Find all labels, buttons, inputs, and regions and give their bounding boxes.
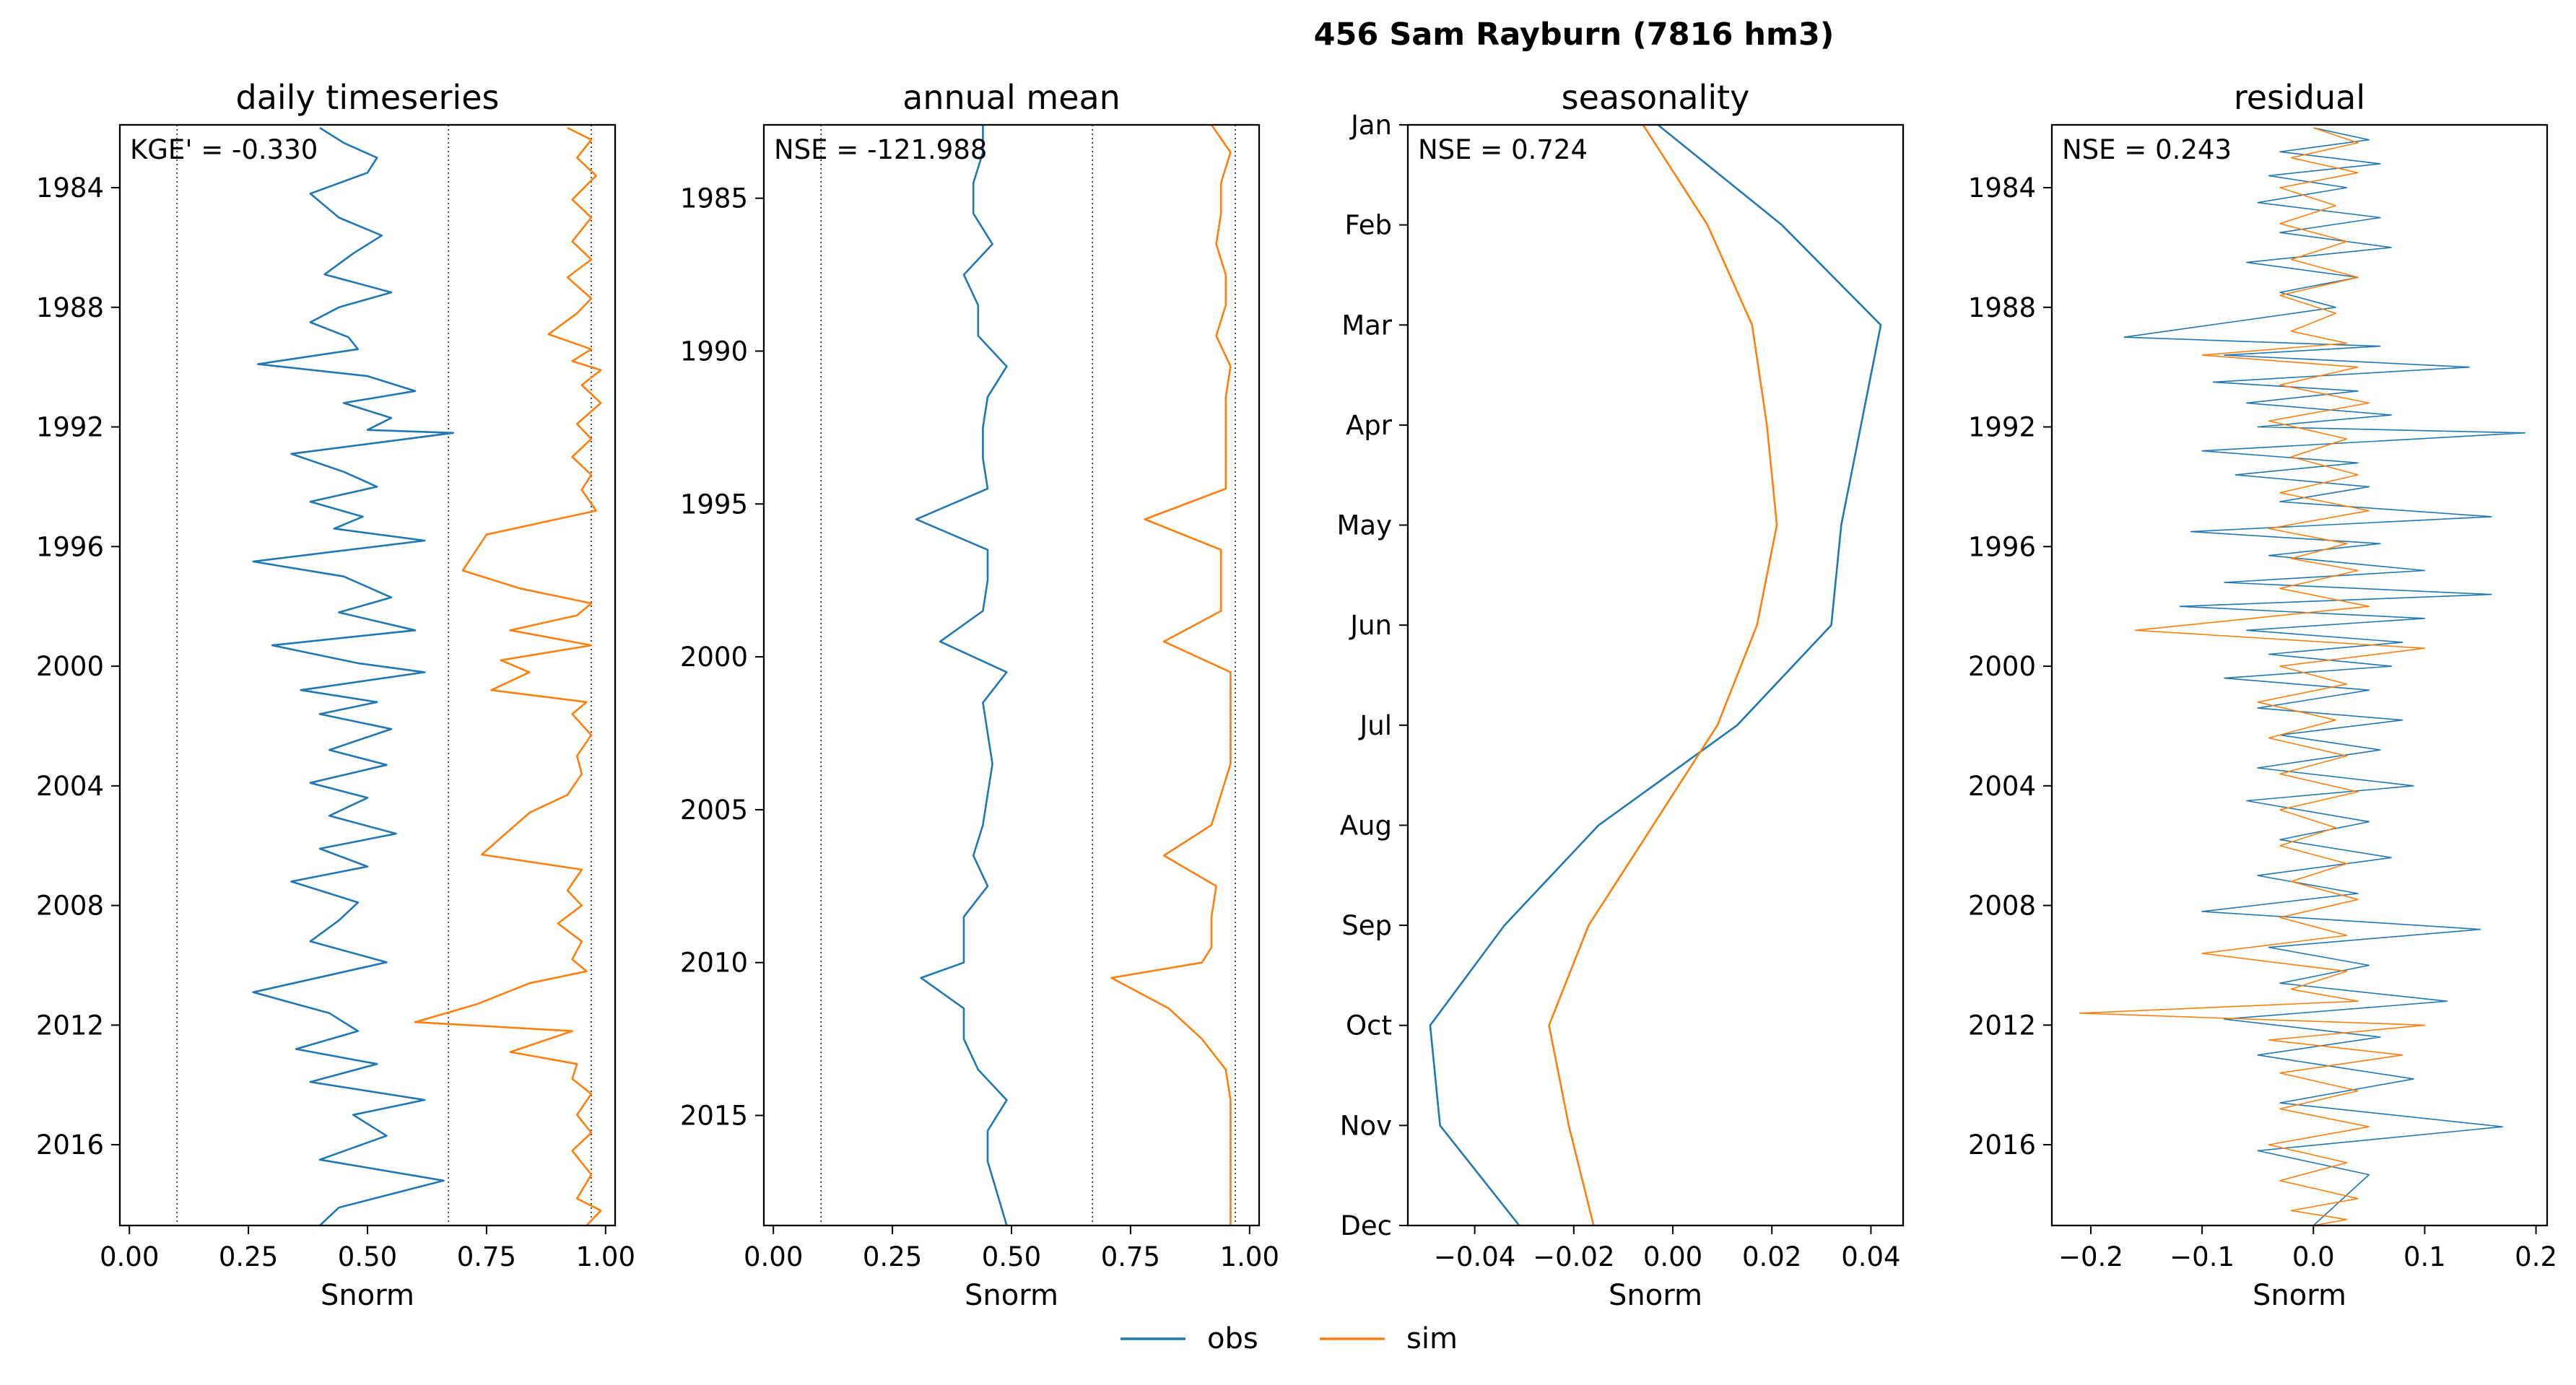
y-tick-label: Oct bbox=[1346, 1010, 1392, 1041]
series-obs bbox=[252, 127, 455, 1226]
y-tick-label: 2000 bbox=[1968, 651, 2036, 682]
metric-annotation: KGE' = -0.330 bbox=[130, 134, 318, 165]
series-sim bbox=[414, 126, 602, 1226]
y-tick-label: May bbox=[1337, 510, 1393, 541]
y-tick-label: Feb bbox=[1344, 210, 1392, 241]
metric-annotation: NSE = -121.988 bbox=[774, 134, 987, 165]
y-tick-label: 2012 bbox=[36, 1010, 104, 1041]
y-tick-label: Jan bbox=[1349, 110, 1392, 141]
y-tick-label: 2000 bbox=[680, 642, 748, 673]
panels: 0.00 0.25 0.50 0.75 1.00 1984 1988 1992 1996 2000… bbox=[36, 78, 2557, 1312]
panel-2: 0.00 0.25 0.50 0.75 1.00 1985 1990 1995 2000 2005… bbox=[680, 78, 1279, 1312]
y-tick-label: 2015 bbox=[680, 1101, 748, 1132]
series-sim bbox=[2079, 127, 2426, 1226]
x-tick-label: 0.0 bbox=[2292, 1241, 2335, 1272]
axes-frame bbox=[1406, 123, 1905, 1227]
y-tick-label: 2016 bbox=[36, 1130, 104, 1161]
x-tick-label: 0.00 bbox=[744, 1241, 803, 1272]
y-tick-label: 1985 bbox=[680, 183, 748, 214]
legend: obs sim bbox=[1121, 1322, 1458, 1355]
y-tick-label: 2008 bbox=[1968, 891, 2036, 922]
y-tick-label: 1988 bbox=[1968, 292, 2036, 323]
y-tick-label: Apr bbox=[1346, 410, 1393, 441]
y-tick-label: 2000 bbox=[36, 651, 104, 682]
y-tick-label: 2005 bbox=[680, 795, 748, 826]
legend-obs-label: obs bbox=[1207, 1322, 1258, 1355]
axes-frame bbox=[2050, 123, 2549, 1227]
y-tick-label: Nov bbox=[1340, 1110, 1392, 1141]
series-sim bbox=[1110, 124, 1232, 1225]
x-tick-label: 0.50 bbox=[338, 1241, 397, 1272]
x-tick-label: 0.04 bbox=[1841, 1241, 1900, 1272]
panel-title: daily timeseries bbox=[236, 78, 500, 117]
y-tick-label: 2008 bbox=[36, 891, 104, 922]
y-tick-label: Jun bbox=[1349, 610, 1392, 641]
x-tick-label: 0.00 bbox=[100, 1241, 159, 1272]
y-tick-label: 1995 bbox=[680, 489, 748, 520]
y-tick-label: 2016 bbox=[1968, 1130, 2036, 1161]
y-tick-label: 1996 bbox=[36, 531, 104, 562]
metric-annotation: NSE = 0.724 bbox=[1418, 134, 1588, 165]
metric-annotation: NSE = 0.243 bbox=[2062, 134, 2232, 165]
y-tick-label: 2004 bbox=[36, 771, 104, 802]
series-obs bbox=[915, 125, 1008, 1226]
x-axis-label: Snorm bbox=[321, 1279, 414, 1312]
panel-title: residual bbox=[2234, 78, 2365, 117]
figure-suptitle: 456 Sam Rayburn (7816 hm3) bbox=[1314, 17, 1835, 53]
y-tick-label: 1984 bbox=[36, 172, 104, 204]
axes-frame bbox=[118, 123, 617, 1227]
y-tick-label: 2004 bbox=[1968, 771, 2036, 802]
x-tick-label: 1.00 bbox=[576, 1241, 635, 1272]
y-tick-label: 1996 bbox=[1968, 531, 2036, 562]
y-tick-label: 1992 bbox=[36, 412, 104, 443]
panel-title: annual mean bbox=[902, 78, 1121, 117]
series-obs bbox=[2123, 127, 2525, 1226]
x-tick-label: 0.75 bbox=[457, 1241, 516, 1272]
y-tick-label: Jul bbox=[1358, 710, 1392, 741]
y-tick-label: Sep bbox=[1341, 910, 1392, 941]
panel-title: seasonality bbox=[1562, 78, 1750, 117]
y-tick-label: 1984 bbox=[1968, 172, 2036, 204]
x-tick-label: 0.2 bbox=[2515, 1241, 2557, 1272]
y-tick-label: Dec bbox=[1340, 1210, 1392, 1241]
x-tick-label: 0.25 bbox=[219, 1241, 278, 1272]
y-tick-label: 1988 bbox=[36, 292, 104, 323]
x-tick-label: 0.75 bbox=[1101, 1241, 1160, 1272]
x-tick-label: 0.1 bbox=[2403, 1241, 2446, 1272]
x-tick-label: −0.2 bbox=[2058, 1241, 2123, 1272]
y-tick-label: 1992 bbox=[1968, 412, 2036, 443]
x-tick-label: 1.00 bbox=[1220, 1241, 1279, 1272]
x-tick-label: −0.04 bbox=[1434, 1241, 1515, 1272]
panel-1: 0.00 0.25 0.50 0.75 1.00 1984 1988 1992 1996 2000… bbox=[36, 78, 635, 1312]
axes-frame bbox=[762, 123, 1261, 1227]
series-sim bbox=[1548, 124, 1778, 1226]
y-tick-label: Aug bbox=[1340, 810, 1392, 841]
x-tick-label: 0.00 bbox=[1643, 1241, 1702, 1272]
x-tick-label: −0.1 bbox=[2170, 1241, 2235, 1272]
panel-3: −0.04 −0.02 0.00 0.02 0.04 Jan Feb Mar Apr May Jun… bbox=[1337, 78, 1905, 1312]
y-tick-label: 2012 bbox=[1968, 1010, 2036, 1041]
x-tick-label: −0.02 bbox=[1533, 1241, 1614, 1272]
x-tick-label: 0.02 bbox=[1742, 1241, 1801, 1272]
y-tick-label: 2010 bbox=[680, 948, 748, 979]
y-tick-label: 1990 bbox=[680, 336, 748, 367]
x-tick-label: 0.25 bbox=[863, 1241, 922, 1272]
panel-4: −0.2 −0.1 0.0 0.1 0.2 1984 1988 1992 1996 2000 200… bbox=[1968, 78, 2557, 1312]
series-obs bbox=[1429, 123, 1882, 1226]
x-axis-label: Snorm bbox=[965, 1279, 1058, 1312]
legend-sim-label: sim bbox=[1406, 1322, 1458, 1355]
x-axis-label: Snorm bbox=[2253, 1279, 2346, 1312]
x-axis-label: Snorm bbox=[1609, 1279, 1702, 1312]
y-tick-label: Mar bbox=[1341, 310, 1393, 341]
x-tick-label: 0.50 bbox=[982, 1241, 1041, 1272]
